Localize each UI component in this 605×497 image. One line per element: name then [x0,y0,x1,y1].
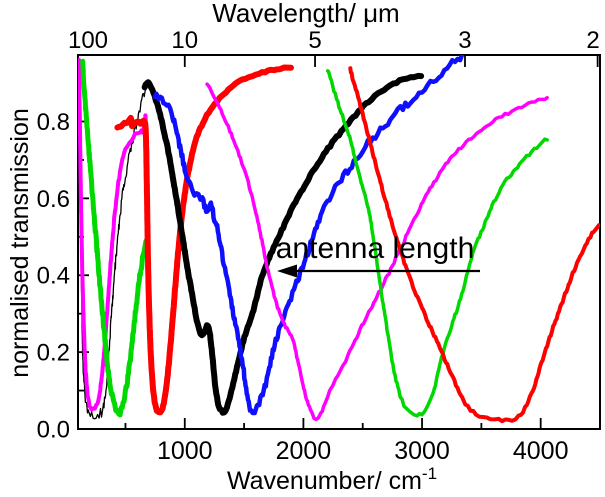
y-tick-label: 0.6 [37,186,70,213]
x-tick-label: 2000 [276,437,332,465]
top-tick-label: 5 [308,27,321,54]
antenna-6-blue-curve [152,55,465,416]
top-tick-label: 3 [458,27,471,54]
antenna-4-red-curve [114,64,294,416]
spectra-curves [78,55,600,424]
antenna-2-magenta-curve [78,57,149,412]
top-tick-label: 2 [586,27,599,54]
annotation-antenna-length-label: antenna length [276,232,475,265]
y-tick-label: 0.0 [37,417,70,444]
x-axis-title-base: Wavenumber/ cm [227,467,422,495]
plot-border [77,54,601,430]
top-axis-title: Wavelength/ μm [212,0,399,28]
y-tick-label: 0.4 [37,263,70,290]
x-axis-title-superscript: -1 [422,464,437,483]
x-tick-label: 4000 [513,437,569,465]
arrow-head-left-icon [277,264,297,278]
y-tick-label: 0.8 [37,109,70,136]
antenna-7-magenta-curve [205,82,549,422]
y-tick-label: 0.2 [37,340,70,367]
antenna-8-green-curve [325,69,549,418]
antenna-9-red-curve [348,66,600,424]
top-tick-label: 100 [68,27,108,54]
antenna-3-green-curve [80,58,151,418]
antenna-length-arrow [277,264,480,278]
antenna-5-black-thick-curve [141,72,425,416]
x-tick-label: 3000 [394,437,450,465]
x-tick-label: 1000 [157,437,213,465]
top-tick-label: 10 [171,27,198,54]
x-axis-title: Wavenumber/ cm-1 [227,464,437,495]
axis-tick-labels: 1000 2000 3000 4000 0.0 0.2 0.4 0.6 0.8 100 10 5 3 2 [37,27,600,465]
y-axis-title: normalised transmission [6,108,34,378]
